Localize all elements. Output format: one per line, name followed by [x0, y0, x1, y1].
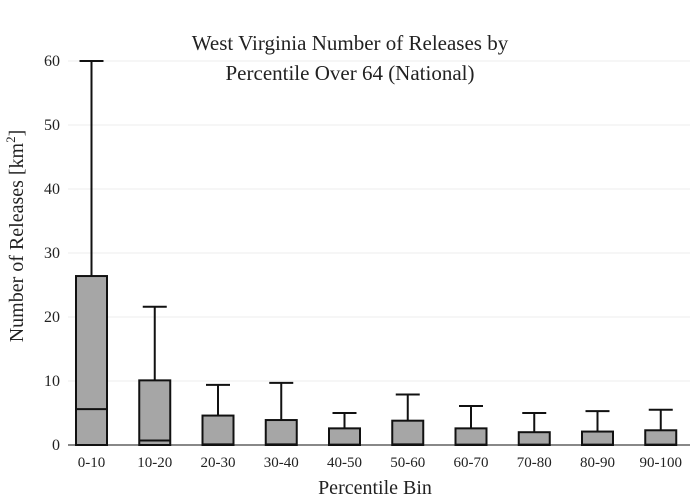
y-tick-label: 0	[52, 437, 60, 454]
box-30-40	[264, 381, 298, 447]
x-tick-label: 60-70	[454, 455, 489, 471]
box-body	[454, 427, 488, 446]
box-60-70	[454, 404, 488, 446]
grid-lines	[68, 60, 690, 382]
x-tick-labels: 0-10 10-20 20-30 30-40 40-50 50-60 60-70 70-80 8…	[78, 455, 682, 471]
y-tick-label: 20	[44, 309, 60, 326]
box-70-80	[517, 412, 551, 447]
y-tick-label: 60	[44, 53, 60, 70]
y-tick-labels: 0 10 20 30 40 50 60	[44, 53, 60, 454]
y-tick-label: 40	[44, 181, 60, 198]
x-tick-label: 80-90	[580, 455, 615, 471]
box-body	[201, 414, 235, 446]
box-90-100	[644, 408, 678, 446]
y-axis-label: Number of Releases [km2]	[3, 130, 28, 343]
box-body	[644, 429, 678, 446]
x-tick-label: 40-50	[327, 455, 362, 471]
x-tick-label: 20-30	[201, 455, 236, 471]
box-body	[581, 430, 614, 446]
y-tick-label: 50	[44, 117, 60, 134]
box-body	[328, 427, 361, 446]
box-body	[391, 419, 425, 446]
x-tick-label: 70-80	[517, 455, 552, 471]
box-0-10	[75, 60, 108, 447]
x-tick-label: 90-100	[640, 455, 683, 471]
box-50-60	[391, 393, 425, 446]
box-body	[264, 419, 298, 447]
box-body	[75, 275, 108, 447]
y-axis-label-superscript: 2	[3, 136, 18, 143]
box-20-30	[201, 383, 235, 446]
chart-title-line-1: West Virginia Number of Releases by	[192, 31, 509, 55]
box-40-50	[328, 412, 361, 446]
x-tick-label: 30-40	[264, 455, 299, 471]
box-series	[75, 60, 678, 447]
chart-title-line-2: Percentile Over 64 (National)	[226, 61, 475, 85]
y-axis-label-text: Number of Releases [km	[6, 142, 28, 342]
box-body	[517, 431, 551, 447]
x-tick-label: 50-60	[390, 455, 425, 471]
x-tick-label: 10-20	[137, 455, 172, 471]
box-body	[138, 379, 172, 446]
y-tick-label: 10	[44, 373, 60, 390]
y-axis-label-close: ]	[6, 130, 28, 137]
box-80-90	[581, 410, 614, 446]
y-tick-label: 30	[44, 245, 60, 262]
x-axis-label: Percentile Bin	[318, 477, 432, 499]
x-tick-label: 0-10	[78, 455, 106, 471]
box-10-20	[138, 305, 172, 446]
